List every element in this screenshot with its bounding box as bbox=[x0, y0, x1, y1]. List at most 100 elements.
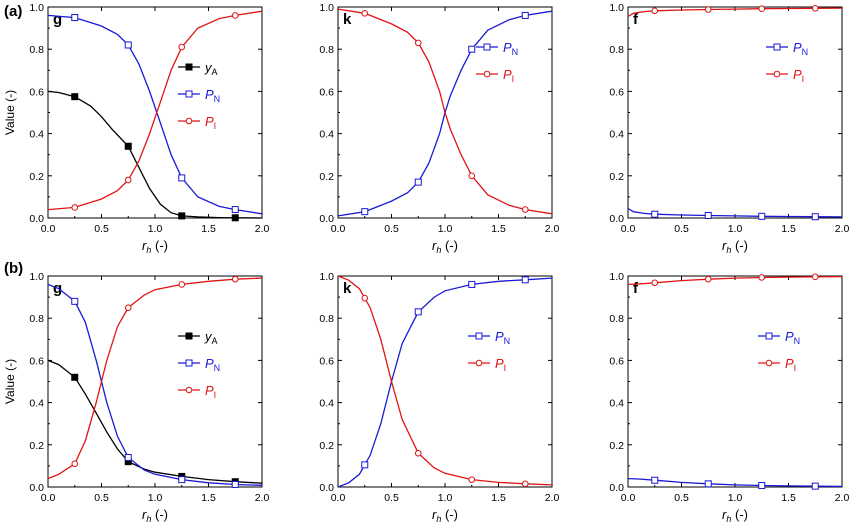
y-tick-label: 0.0 bbox=[319, 213, 334, 225]
data-point-yA bbox=[178, 212, 186, 220]
data-point-PI bbox=[231, 275, 239, 283]
data-point-PI bbox=[521, 206, 529, 213]
x-tick-label: 1.5 bbox=[781, 223, 796, 235]
data-point-PI bbox=[71, 460, 79, 468]
data-point-PN bbox=[361, 461, 369, 469]
y-tick-label: 0.8 bbox=[29, 44, 44, 56]
y-tick-label: 0.4 bbox=[29, 398, 44, 410]
y-tick-label: 0.4 bbox=[609, 398, 624, 410]
plot-frame bbox=[627, 6, 843, 219]
panel-letter: k bbox=[343, 280, 352, 297]
y-tick-label: 1.0 bbox=[609, 271, 624, 283]
data-point-yA bbox=[124, 142, 132, 150]
data-point-yA bbox=[71, 93, 79, 101]
data-point-PN bbox=[468, 280, 476, 288]
y-tick-label: 0.4 bbox=[29, 129, 44, 141]
x-tick-label: 1.5 bbox=[491, 492, 506, 504]
y-tick-label: 0.2 bbox=[319, 440, 334, 452]
y-tick-label: 1.0 bbox=[319, 271, 334, 283]
series-line-yA bbox=[47, 90, 263, 219]
panel-a-g: 0.0 0.5 1.0 1.5 2.0 0.0 0.2 0.4 0.6 0.8 1.0 rh (-) V… bbox=[3, 2, 269, 255]
x-tick-label: 2.0 bbox=[255, 492, 270, 504]
x-tick-label: 0.5 bbox=[384, 492, 399, 504]
legend-marker-PN bbox=[185, 359, 193, 367]
y-tick-label: 0.0 bbox=[319, 482, 334, 494]
x-tick-label: 0.5 bbox=[674, 492, 689, 504]
y-tick-label: 0.6 bbox=[319, 86, 334, 98]
panel-letter: k bbox=[343, 11, 352, 28]
data-point-PN bbox=[231, 480, 239, 488]
x-tick-label: 0.0 bbox=[331, 492, 346, 504]
y-tick-label: 0.6 bbox=[609, 86, 624, 98]
data-point-PI bbox=[521, 480, 529, 488]
legend-label-yA: yA bbox=[204, 329, 218, 346]
x-tick-label: 1.0 bbox=[728, 492, 743, 504]
series-line-PN bbox=[337, 277, 553, 488]
legend-label-PI: PI bbox=[495, 356, 506, 373]
legend-marker-yA bbox=[185, 63, 193, 71]
data-point-PN bbox=[651, 476, 659, 484]
y-tick-label: 0.0 bbox=[29, 482, 44, 494]
series-line-PI bbox=[47, 10, 263, 211]
legend-label-PN: PN bbox=[205, 87, 220, 104]
x-tick-label: 0.0 bbox=[331, 223, 346, 235]
y-axis-label: Value (-) bbox=[3, 359, 17, 404]
data-point-PI bbox=[414, 39, 422, 47]
y-axis-label: Value (-) bbox=[3, 90, 17, 135]
y-tick-label: 1.0 bbox=[319, 2, 334, 14]
series-line-PI bbox=[627, 7, 843, 18]
y-tick-label: 0.6 bbox=[29, 355, 44, 367]
series-line-PI bbox=[47, 277, 263, 480]
x-axis-label: rh (-) bbox=[142, 238, 168, 255]
x-tick-label: 0.0 bbox=[41, 492, 56, 504]
plot-frame bbox=[47, 275, 263, 488]
x-tick-label: 0.5 bbox=[674, 223, 689, 235]
data-point-PN bbox=[414, 308, 422, 316]
legend-marker-yA bbox=[185, 332, 193, 340]
y-tick-label: 0.0 bbox=[609, 482, 624, 494]
data-point-PN bbox=[71, 297, 79, 305]
x-tick-label: 2.0 bbox=[545, 223, 560, 235]
x-tick-label: 0.0 bbox=[621, 492, 636, 504]
row-label-b: (b) bbox=[4, 260, 24, 277]
legend-marker-PI bbox=[185, 386, 193, 394]
panel-letter: f bbox=[633, 11, 639, 28]
x-tick-label: 1.0 bbox=[148, 223, 163, 235]
data-point-PI bbox=[811, 273, 819, 281]
y-tick-label: 1.0 bbox=[29, 271, 44, 283]
legend-label-PN: PN bbox=[205, 356, 220, 373]
data-point-PN bbox=[124, 453, 132, 461]
y-tick-label: 0.8 bbox=[609, 313, 624, 325]
y-tick-label: 0.6 bbox=[29, 86, 44, 98]
x-tick-label: 2.0 bbox=[835, 492, 850, 504]
data-point-yA bbox=[231, 214, 239, 222]
series-line-yA bbox=[47, 359, 263, 484]
data-point-PI bbox=[178, 43, 186, 51]
legend-marker-PI bbox=[483, 70, 491, 78]
legend-label-PI: PI bbox=[785, 356, 796, 373]
data-point-PI bbox=[704, 275, 712, 283]
panel-b-k: 0.0 0.5 1.0 1.5 2.0 0.0 0.2 0.4 0.6 0.8 1.0 rh (-) k… bbox=[319, 271, 559, 524]
series-line-PI bbox=[337, 275, 553, 486]
x-tick-label: 2.0 bbox=[255, 223, 270, 235]
x-axis-label: rh (-) bbox=[722, 238, 748, 255]
legend-marker-PI bbox=[765, 359, 773, 367]
data-point-PN bbox=[704, 480, 712, 488]
data-point-PN bbox=[414, 178, 422, 186]
data-point-PI bbox=[178, 281, 186, 288]
x-tick-label: 2.0 bbox=[545, 492, 560, 504]
legend-label-PN: PN bbox=[793, 40, 808, 57]
x-tick-label: 1.0 bbox=[728, 223, 743, 235]
y-tick-label: 0.8 bbox=[29, 313, 44, 325]
y-tick-label: 0.2 bbox=[29, 171, 44, 183]
data-point-PI bbox=[758, 5, 766, 12]
y-tick-label: 0.8 bbox=[609, 44, 624, 56]
y-tick-label: 0.8 bbox=[319, 44, 334, 56]
x-axis-label: rh (-) bbox=[432, 238, 458, 255]
x-tick-label: 1.5 bbox=[491, 223, 506, 235]
legend-marker-PN bbox=[765, 332, 773, 340]
legend-label-PI: PI bbox=[205, 383, 216, 400]
data-point-PN bbox=[758, 212, 766, 220]
data-point-PI bbox=[651, 7, 659, 15]
